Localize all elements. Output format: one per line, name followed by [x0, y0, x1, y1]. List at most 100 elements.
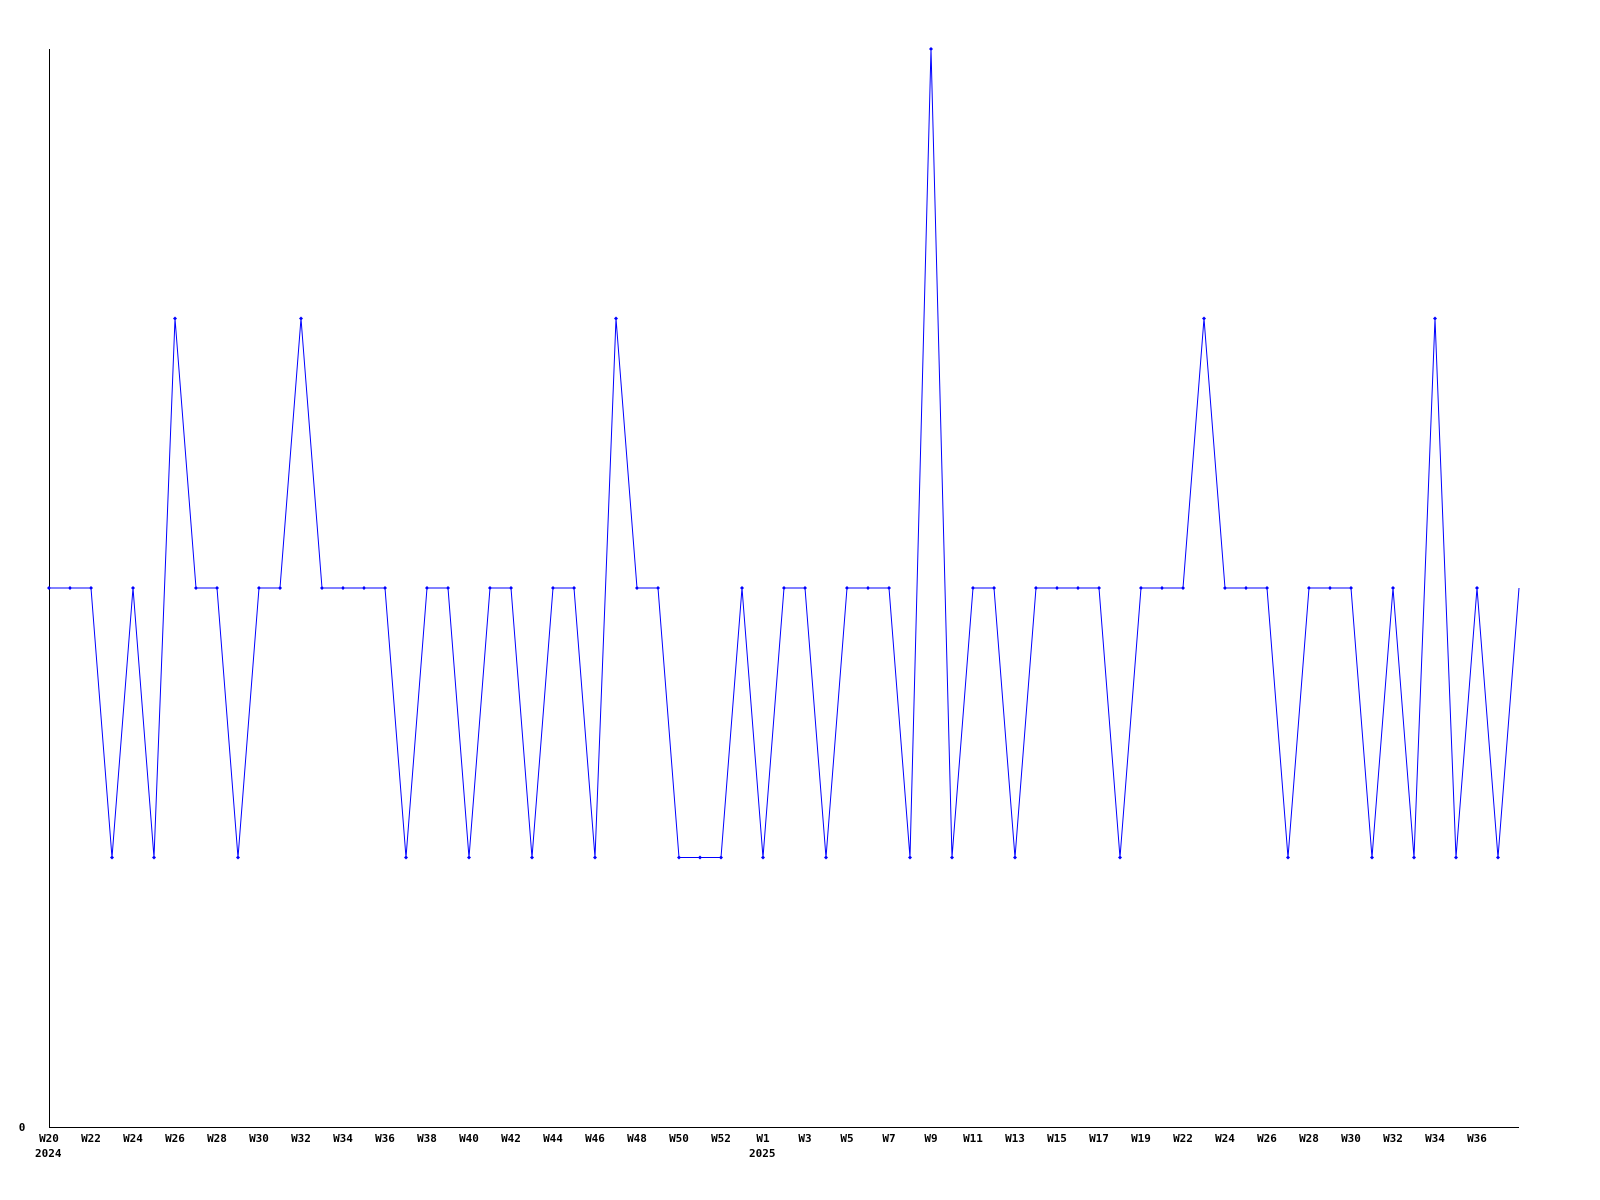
x-year-label: 2024 [35, 1147, 62, 1160]
data-point [1244, 586, 1248, 590]
data-point [278, 586, 282, 590]
x-tick-label: W26 [1257, 1132, 1277, 1145]
x-tick-label: W11 [963, 1132, 983, 1145]
x-tick-label: W36 [1467, 1132, 1487, 1145]
data-point [404, 855, 408, 860]
x-tick-label: W17 [1089, 1132, 1109, 1145]
x-tick-label: W46 [585, 1132, 605, 1145]
data-point [992, 586, 996, 590]
x-tick-label: W9 [924, 1132, 937, 1145]
data-point [509, 586, 513, 590]
data-point [572, 586, 576, 590]
x-tick-label: W3 [798, 1132, 811, 1145]
data-point [1349, 586, 1353, 590]
data-point [68, 586, 72, 590]
data-point [1475, 586, 1479, 590]
x-tick-label: W15 [1047, 1132, 1067, 1145]
data-point [1286, 855, 1290, 860]
data-point [761, 855, 765, 860]
data-point [1307, 586, 1311, 590]
data-point [488, 586, 492, 590]
x-tick-label: W22 [1173, 1132, 1193, 1145]
x-tick-label: W44 [543, 1132, 563, 1145]
x-tick-label: W36 [375, 1132, 395, 1145]
data-point [866, 586, 870, 590]
x-tick-label: W28 [207, 1132, 227, 1145]
x-tick-label: W42 [501, 1132, 521, 1145]
data-point [719, 855, 723, 860]
data-point [89, 586, 93, 590]
data-point [467, 855, 471, 860]
x-tick-label: W32 [1383, 1132, 1403, 1145]
data-point [950, 855, 954, 860]
data-point [1433, 316, 1437, 321]
x-tick-label: W50 [669, 1132, 689, 1145]
x-tick-label: W22 [81, 1132, 101, 1145]
data-point [1097, 586, 1101, 590]
series-line [49, 48, 1520, 858]
data-point [1454, 855, 1458, 860]
series [47, 47, 1520, 860]
x-tick-label: W24 [1215, 1132, 1235, 1145]
data-point [341, 586, 345, 590]
x-tick-label: W5 [840, 1132, 853, 1145]
data-point [635, 586, 639, 590]
data-point [257, 586, 261, 590]
x-tick-label: W32 [291, 1132, 311, 1145]
data-point [1139, 586, 1143, 590]
data-point [1076, 586, 1080, 590]
data-point [194, 586, 198, 590]
data-point [236, 855, 240, 860]
data-point [446, 586, 450, 590]
x-tick-label: W1 [756, 1132, 770, 1145]
data-point [383, 586, 387, 590]
x-tick-label: W40 [459, 1132, 479, 1145]
data-point [593, 855, 597, 860]
x-tick-label: W48 [627, 1132, 647, 1145]
data-point [1370, 855, 1374, 860]
x-tick-label: W30 [1341, 1132, 1361, 1145]
x-tick-label: W7 [882, 1132, 895, 1145]
data-point [47, 586, 51, 590]
data-point [299, 316, 303, 321]
data-point [677, 855, 681, 860]
data-point [698, 855, 702, 860]
axes: 0 [19, 49, 1519, 1134]
data-point [173, 316, 177, 321]
x-tick-label: W24 [123, 1132, 143, 1145]
data-point [1118, 855, 1122, 860]
x-tick-label: W26 [165, 1132, 185, 1145]
data-point [1181, 586, 1185, 590]
x-tick-label: W34 [333, 1132, 353, 1145]
data-point [1223, 586, 1227, 590]
data-point [1412, 855, 1416, 860]
x-tick-labels: W20 2024 W22 W24 W26 W28 W30 W32 W34 W36 W38 W40 W42… [35, 1132, 1487, 1160]
data-point [551, 586, 555, 590]
data-point [152, 855, 156, 860]
data-point [1160, 586, 1164, 590]
data-point [215, 586, 219, 590]
x-tick-label: W13 [1005, 1132, 1025, 1145]
data-point [614, 316, 618, 321]
data-point [530, 855, 534, 860]
data-point [1055, 586, 1059, 590]
x-tick-label: W38 [417, 1132, 437, 1145]
data-point [110, 855, 114, 860]
data-point [1265, 586, 1269, 590]
y-tick-label: 0 [19, 1121, 26, 1134]
data-point [1013, 855, 1017, 860]
x-tick-label: W52 [711, 1132, 731, 1145]
data-point [1496, 855, 1500, 860]
x-tick-label: W34 [1425, 1132, 1445, 1145]
data-point [782, 586, 786, 590]
x-tick-label: W28 [1299, 1132, 1319, 1145]
data-point [656, 586, 660, 590]
data-point [887, 586, 891, 590]
data-point [1202, 316, 1206, 321]
data-point [845, 586, 849, 590]
x-tick-label: W20 [39, 1132, 59, 1145]
x-tick-label: W19 [1131, 1132, 1151, 1145]
data-point [131, 586, 135, 590]
data-point [1034, 586, 1038, 590]
